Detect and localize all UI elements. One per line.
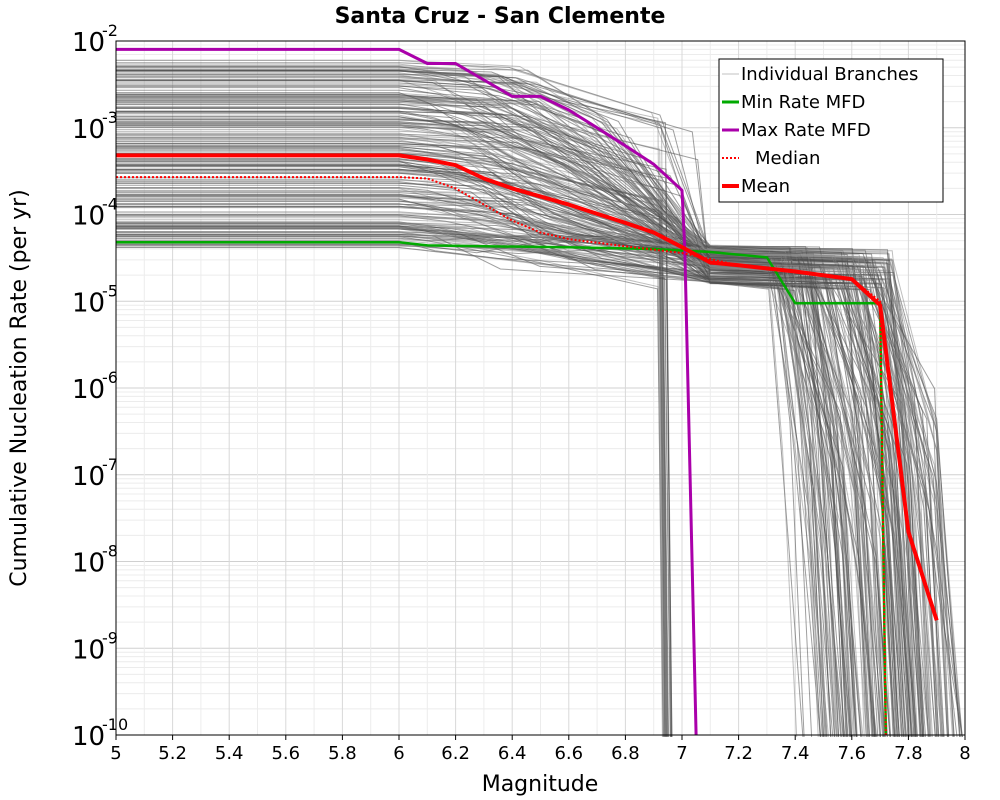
y-tick-label: 10-4 <box>72 195 118 232</box>
x-tick-label: 5 <box>110 743 121 764</box>
legend-box <box>718 58 944 203</box>
branch-line <box>116 195 668 738</box>
svg-text:-3: -3 <box>102 108 118 127</box>
x-tick-label: 7.4 <box>781 743 810 764</box>
branch-line <box>116 247 944 738</box>
svg-text:10: 10 <box>72 549 105 579</box>
y-tick-label: 10-3 <box>72 108 118 145</box>
legend-label: Mean <box>741 176 790 197</box>
branch-line <box>116 70 915 738</box>
y-axis-label: Cumulative Nucleation Rate (per yr) <box>7 189 32 587</box>
legend-label: Median <box>755 148 820 169</box>
y-tick-label: 10-5 <box>72 281 118 318</box>
svg-text:-9: -9 <box>102 628 118 647</box>
svg-text:-8: -8 <box>102 542 118 561</box>
x-tick-label: 7.2 <box>724 743 753 764</box>
legend-label: Max Rate MFD <box>741 120 871 141</box>
branch-line <box>116 225 671 738</box>
branch-line <box>116 160 960 738</box>
svg-text:10: 10 <box>72 635 105 665</box>
branch-line <box>116 111 881 738</box>
plot-frame <box>115 40 966 736</box>
y-tick-label: 10-8 <box>72 542 118 579</box>
svg-text:-10: -10 <box>102 715 128 734</box>
svg-text:-5: -5 <box>102 281 118 300</box>
branch-line <box>116 124 844 738</box>
branch-line <box>116 151 827 738</box>
x-tick-label: 5.6 <box>271 743 300 764</box>
y-tick-label: 10-7 <box>72 455 118 492</box>
x-tick-label: 6 <box>393 743 404 764</box>
branch-line <box>116 102 840 738</box>
svg-text:10: 10 <box>72 202 105 232</box>
branch-line <box>116 231 913 738</box>
svg-text:10: 10 <box>72 28 105 58</box>
x-tick-label: 7.6 <box>837 743 866 764</box>
branch-line <box>116 212 907 738</box>
branch-line <box>116 107 876 738</box>
legend-label: Individual Branches <box>741 64 918 85</box>
x-axis-label: Magnitude <box>482 772 599 797</box>
x-tick-label: 5.4 <box>215 743 244 764</box>
branch-line <box>116 70 881 738</box>
svg-text:10: 10 <box>72 288 105 318</box>
min-rate-mfd-line <box>116 240 888 736</box>
svg-text:10: 10 <box>72 375 105 405</box>
branch-line <box>116 197 827 738</box>
branch-line <box>116 232 835 738</box>
x-tick-label: 6.4 <box>498 743 527 764</box>
branch-line <box>116 132 884 738</box>
svg-text:10: 10 <box>72 462 105 492</box>
legend-label: Min Rate MFD <box>741 92 865 113</box>
y-tick-label: 10-2 <box>72 21 118 58</box>
branch-line <box>116 73 851 738</box>
branch-line <box>116 226 938 738</box>
branch-line <box>116 192 900 738</box>
mean-line <box>116 153 939 621</box>
x-tick-label: 7.8 <box>894 743 923 764</box>
branch-line <box>116 169 916 738</box>
svg-text:-7: -7 <box>102 455 118 474</box>
y-tick-label: 10-9 <box>72 628 118 665</box>
max-rate-mfd-line <box>116 47 698 736</box>
svg-text:-2: -2 <box>102 21 118 40</box>
x-tick-label: 8 <box>959 743 970 764</box>
y-tick-label: 10-10 <box>72 715 128 752</box>
x-tick-label: 6.2 <box>441 743 470 764</box>
branch-line <box>116 171 839 738</box>
branch-line <box>116 106 875 738</box>
x-tick-label: 7 <box>676 743 687 764</box>
branch-line <box>116 184 917 738</box>
svg-text:-6: -6 <box>102 368 118 387</box>
branch-line <box>116 221 873 738</box>
x-tick-label: 6.8 <box>611 743 640 764</box>
x-tick-label: 5.2 <box>158 743 187 764</box>
x-tick-label: 5.8 <box>328 743 357 764</box>
chart-title: Santa Cruz - San Clemente <box>335 4 666 29</box>
branch-line <box>116 169 894 738</box>
svg-text:10: 10 <box>72 722 105 752</box>
x-tick-label: 6.6 <box>554 743 583 764</box>
y-tick-label: 10-6 <box>72 368 118 405</box>
branch-line <box>116 79 813 738</box>
branch-line <box>116 216 863 738</box>
svg-text:-4: -4 <box>102 195 118 214</box>
branch-line <box>116 99 930 738</box>
svg-text:10: 10 <box>72 115 105 145</box>
branch-line <box>116 123 950 738</box>
branch-line <box>116 130 949 738</box>
branch-line <box>116 203 848 738</box>
branch-line <box>116 200 669 738</box>
branch-line <box>116 195 936 738</box>
